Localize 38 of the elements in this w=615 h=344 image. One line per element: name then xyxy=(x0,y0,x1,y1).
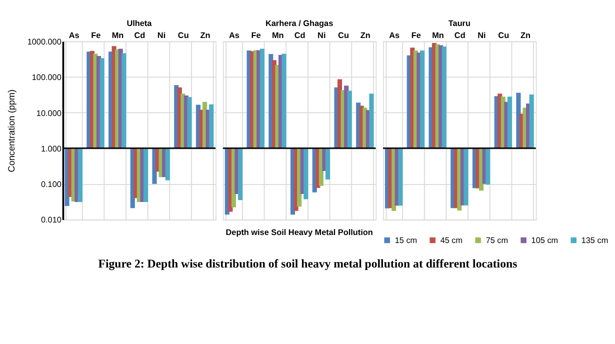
x-tick-label: As xyxy=(228,31,240,40)
x-tick-label: As xyxy=(68,31,80,40)
x-tick-label: Cu xyxy=(178,31,189,40)
y-tick-label: 10.000 xyxy=(36,108,62,118)
x-tick-label: Mn xyxy=(112,31,124,40)
y-tick-label: 100.000 xyxy=(32,73,62,82)
chart-title: Karhera / Ghagas xyxy=(265,18,334,28)
legend-label: 105 cm xyxy=(531,236,558,245)
x-tick-label: Zn xyxy=(520,31,530,40)
x-tick-label: Mn xyxy=(272,31,284,40)
x-tick-label: Ni xyxy=(157,31,166,40)
caption: Figure 2: Depth wise distribution of soil heavy metal pollution at different locations xyxy=(98,256,518,270)
x-tick-label: Zn xyxy=(200,31,210,40)
x-tick-label: Cd xyxy=(134,31,146,40)
legend-label: 135 cm xyxy=(581,236,608,245)
chart-title: Tauru xyxy=(448,18,470,28)
x-tick-label: Cu xyxy=(498,31,510,40)
x-tick-label: Fe xyxy=(411,31,422,40)
y-tick-label: 0.010 xyxy=(40,216,62,225)
y-tick-label: 0.100 xyxy=(40,180,62,190)
x-tick-label: As xyxy=(389,31,400,40)
legend-label: 75 cm xyxy=(486,236,508,245)
chart-title: Ulheta xyxy=(126,18,152,28)
legend-label: 15 cm xyxy=(394,236,418,245)
x-tick-label: Cd xyxy=(294,31,306,40)
x-tick-label: Fe xyxy=(251,31,262,40)
x-tick-label: Fe xyxy=(91,31,102,40)
legend-label: 45 cm xyxy=(440,236,463,245)
x-tick-label: Zn xyxy=(360,31,370,40)
y-axis-title: Concentration (ppm) xyxy=(6,89,17,172)
x-tick-label: Ni xyxy=(318,31,326,40)
x-tick-label: Cu xyxy=(338,31,349,40)
y-tick-label: 1000.000 xyxy=(27,37,62,46)
x-axis-title: Depth wise Soil Heavy Metal Pollution xyxy=(226,228,373,238)
x-tick-label: Mn xyxy=(432,31,444,40)
y-tick-label: 1.000 xyxy=(40,144,62,154)
x-tick-label: Ni xyxy=(478,31,486,40)
x-tick-label: Cd xyxy=(454,31,466,40)
